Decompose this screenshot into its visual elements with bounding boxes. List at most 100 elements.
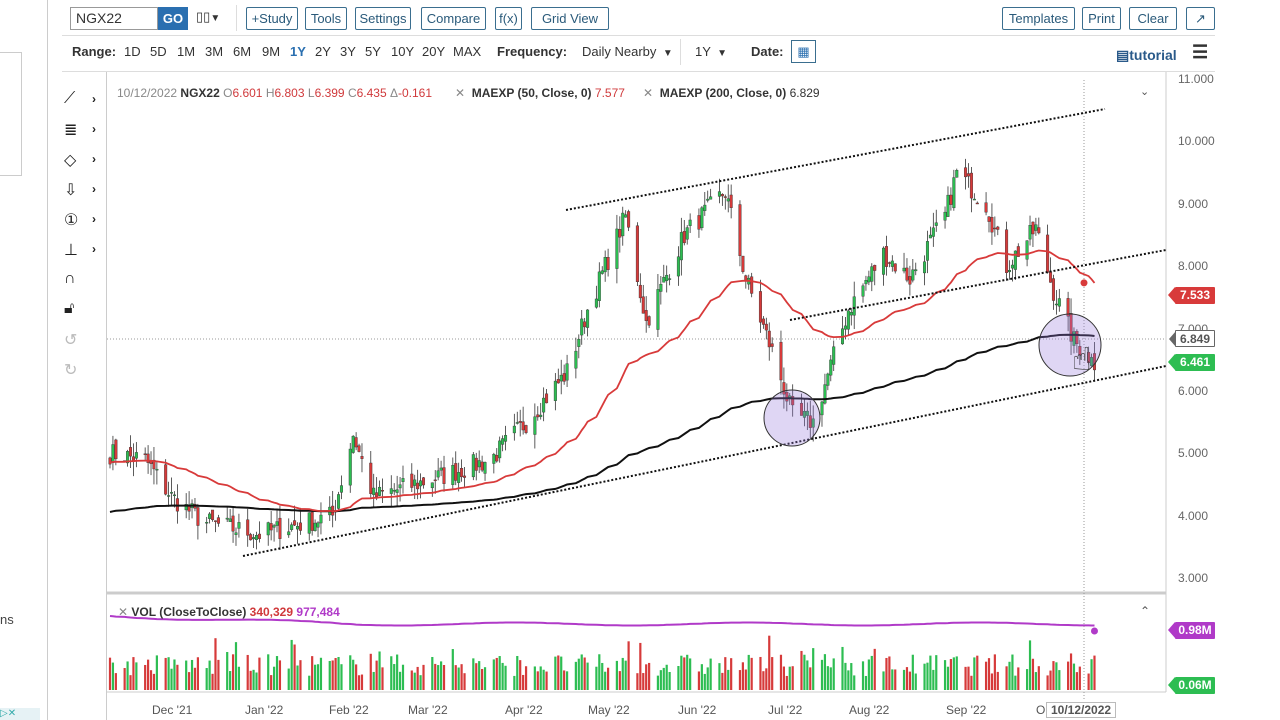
candle-body bbox=[360, 456, 364, 459]
candle-body bbox=[287, 531, 291, 536]
range-option-3Y[interactable]: 3Y bbox=[340, 44, 356, 59]
fx-button[interactable]: f(x) bbox=[495, 7, 522, 30]
frequency-dropdown[interactable]: Daily Nearby ▼ bbox=[582, 44, 673, 59]
redo-button[interactable]: ↻ bbox=[64, 360, 104, 382]
volume-bar bbox=[955, 656, 958, 690]
volume-bar bbox=[135, 662, 138, 690]
volume-bar bbox=[272, 666, 276, 690]
range-option-10Y[interactable]: 10Y bbox=[391, 44, 415, 59]
volume-bar bbox=[457, 667, 460, 690]
settings-button[interactable]: Settings bbox=[355, 7, 411, 30]
candle-body bbox=[307, 512, 311, 534]
grid-view-button[interactable]: Grid View bbox=[531, 7, 609, 30]
volume-legend: ✕ VOL (CloseToClose) 340,329 977,484 bbox=[118, 605, 340, 619]
ad-icons[interactable]: ▷✕ bbox=[0, 708, 40, 720]
volume-bar bbox=[791, 666, 794, 690]
legend-date: 10/12/2022 bbox=[117, 86, 178, 100]
range-option-9M[interactable]: 9M bbox=[262, 44, 281, 59]
templates-button[interactable]: Templates bbox=[1002, 7, 1075, 30]
collapse-legend-icon[interactable]: ⌄ bbox=[1140, 86, 1150, 98]
menu-icon[interactable]: ☰ bbox=[1192, 42, 1209, 62]
volume-bar bbox=[1011, 654, 1014, 690]
volume-bar bbox=[1017, 667, 1020, 690]
remove-ma200-icon[interactable]: ✕ bbox=[643, 86, 654, 100]
ma50-price-tag: 7.533 bbox=[1168, 287, 1215, 304]
volume-bar bbox=[498, 656, 501, 690]
volume-bar bbox=[129, 675, 132, 690]
lock-tool[interactable]: 🔓︎ bbox=[64, 300, 104, 322]
candle-body bbox=[249, 534, 253, 541]
chart-type-dropdown[interactable]: ▯▯▼ bbox=[196, 9, 221, 24]
range-option-MAX[interactable]: MAX bbox=[453, 44, 482, 59]
undo-button[interactable]: ↺ bbox=[64, 330, 104, 352]
range-option-5Y[interactable]: 5Y bbox=[365, 44, 381, 59]
measure-tool[interactable]: ⊥ › bbox=[64, 240, 104, 262]
volume-bar bbox=[648, 662, 651, 690]
volume-bar bbox=[1075, 672, 1078, 690]
shape-tool[interactable]: ◇ › bbox=[64, 150, 104, 172]
volume-bar bbox=[217, 659, 220, 690]
range-option-3M[interactable]: 3M bbox=[205, 44, 224, 59]
volume-bar bbox=[454, 665, 457, 690]
candle-body bbox=[993, 227, 997, 230]
range-option-20Y[interactable]: 20Y bbox=[422, 44, 446, 59]
go-button[interactable]: GO bbox=[158, 7, 188, 30]
range-option-5D[interactable]: 5D bbox=[150, 44, 167, 59]
candle-body bbox=[785, 392, 789, 402]
volume-bar bbox=[316, 664, 320, 690]
drawing-toolbar-border bbox=[106, 72, 107, 720]
volume-bar bbox=[1052, 661, 1055, 690]
candle-body bbox=[477, 460, 481, 468]
range-option-2Y[interactable]: 2Y bbox=[315, 44, 331, 59]
volume-bar bbox=[164, 657, 167, 690]
magnet-tool[interactable]: ∩ bbox=[64, 270, 104, 292]
annotation-tool[interactable]: ① › bbox=[64, 210, 104, 232]
remove-ma50-icon[interactable]: ✕ bbox=[455, 86, 466, 100]
candle-body bbox=[454, 463, 458, 481]
crosshair-date-label: 10/12/2022 bbox=[1046, 702, 1117, 718]
volume-bar bbox=[114, 673, 117, 690]
tutorial-link[interactable]: ▤tutorial bbox=[1116, 47, 1177, 63]
candle-body bbox=[492, 454, 496, 464]
arrow-tool[interactable]: ⇩ › bbox=[64, 180, 104, 202]
range-option-1D[interactable]: 1D bbox=[124, 44, 141, 59]
candle-body bbox=[688, 219, 692, 226]
clear-button[interactable]: Clear bbox=[1129, 7, 1177, 30]
volume-bar bbox=[949, 659, 953, 690]
range-option-1M[interactable]: 1M bbox=[177, 44, 196, 59]
candle-body bbox=[375, 492, 379, 498]
candle-body bbox=[647, 316, 651, 326]
collapse-volume-icon[interactable]: ⌃ bbox=[1140, 604, 1151, 618]
redo-icon: ↻ bbox=[64, 362, 78, 379]
volume-bar bbox=[270, 675, 273, 690]
line-tool[interactable]: ⟋ › bbox=[64, 90, 104, 112]
candle-body bbox=[410, 473, 414, 488]
symbol-input[interactable]: NGX22 bbox=[70, 7, 158, 30]
candle-body bbox=[129, 447, 133, 457]
chevron-right-icon: › bbox=[92, 182, 96, 196]
range-option-1Y[interactable]: 1Y bbox=[290, 44, 306, 59]
volume-bar bbox=[689, 658, 692, 690]
range-option-6M[interactable]: 6M bbox=[233, 44, 252, 59]
volume-bar bbox=[595, 666, 598, 690]
volume-bar bbox=[662, 667, 665, 690]
candle-body bbox=[911, 269, 915, 281]
remove-volume-icon[interactable]: ✕ bbox=[118, 605, 129, 619]
candle-body bbox=[697, 215, 701, 230]
volume-bar bbox=[935, 655, 938, 690]
tools-button[interactable]: Tools bbox=[305, 7, 347, 30]
study-button[interactable]: +Study bbox=[246, 7, 298, 30]
date-axis-label: Mar '22 bbox=[408, 703, 448, 717]
compare-button[interactable]: Compare bbox=[421, 7, 486, 30]
period-dropdown[interactable]: 1Y ▼ bbox=[695, 44, 727, 59]
calendar-icon[interactable]: ▦ bbox=[791, 40, 816, 63]
candle-body bbox=[337, 494, 341, 509]
volume-bar bbox=[155, 655, 158, 690]
candle-body bbox=[237, 522, 241, 529]
date-axis-label: Feb '22 bbox=[329, 703, 369, 717]
fib-tool[interactable]: ≣ › bbox=[64, 120, 104, 142]
expand-icon[interactable]: ↗ bbox=[1186, 7, 1215, 30]
print-button[interactable]: Print bbox=[1082, 7, 1121, 30]
candle-body bbox=[758, 291, 762, 323]
